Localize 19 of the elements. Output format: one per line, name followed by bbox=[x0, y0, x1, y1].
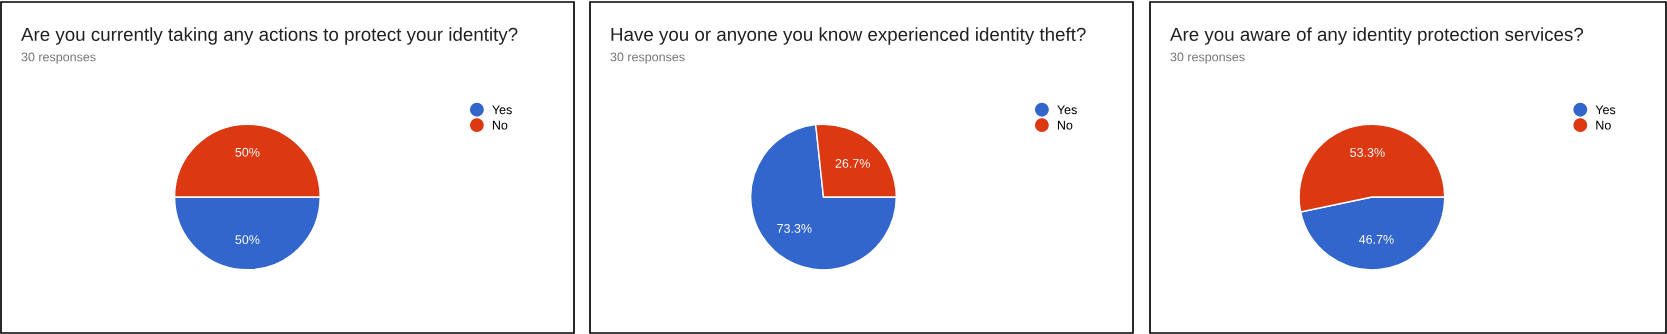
chart-title: Are you aware of any identity protection services? bbox=[1170, 27, 1584, 45]
legend-label: No bbox=[1057, 120, 1073, 130]
legend-label: Yes bbox=[492, 105, 512, 115]
data-label: 53.3% bbox=[1350, 148, 1385, 157]
legend-label: Yes bbox=[1057, 105, 1077, 115]
chart-subtitle: 30 responses bbox=[1170, 52, 1245, 64]
data-label: 73.3% bbox=[777, 224, 812, 233]
data-label: 50% bbox=[235, 147, 260, 157]
data-label: 50% bbox=[235, 235, 260, 245]
chart-title: Are you currently taking any actions to protect your identity? bbox=[21, 27, 518, 45]
legend-label: No bbox=[1596, 120, 1611, 130]
pie-slice bbox=[750, 123, 897, 271]
data-label: 26.7% bbox=[835, 159, 870, 168]
chart-title: Have you or anyone you know experienced identity theft? bbox=[611, 27, 1086, 45]
legend-label: No bbox=[492, 120, 508, 130]
text: 30 responses bbox=[610, 52, 685, 64]
data-label: 46.7% bbox=[1358, 234, 1394, 244]
text: 30 responses bbox=[21, 52, 96, 64]
legend-label: Yes bbox=[1595, 105, 1616, 115]
